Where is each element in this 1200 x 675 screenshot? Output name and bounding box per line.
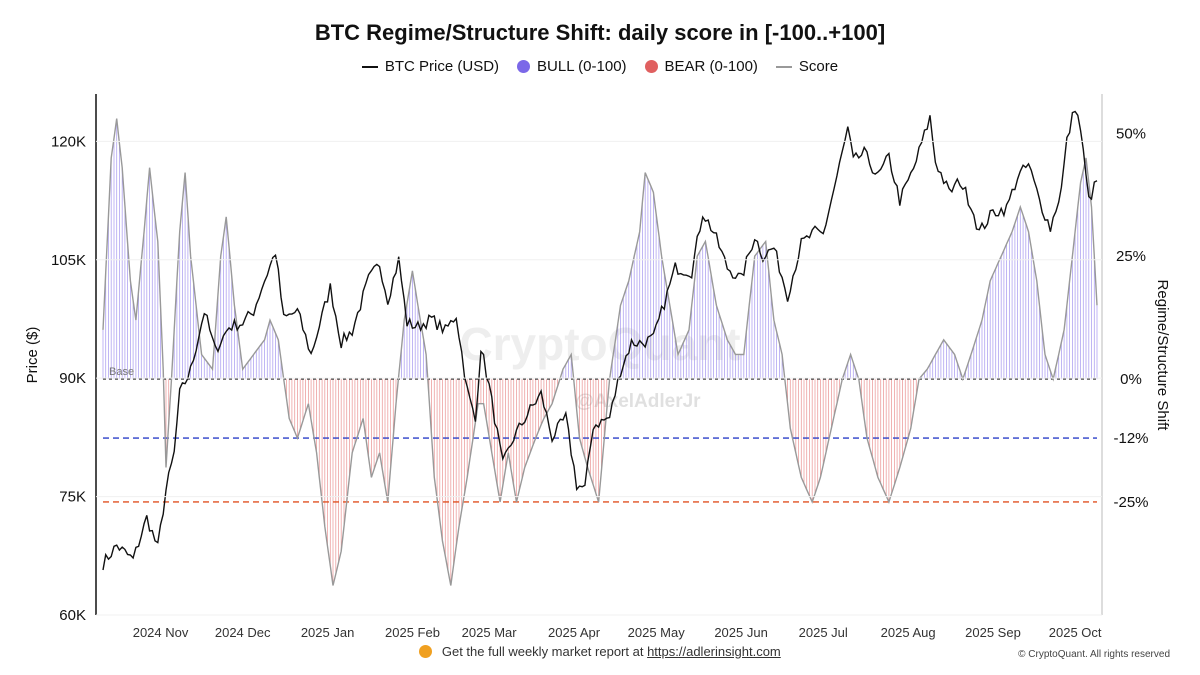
watermark: CryptoQuant @AxelAdlerJr	[459, 318, 740, 412]
x-tick-label: 2025 Aug	[881, 625, 936, 640]
chart-legend: BTC Price (USD) BULL (0-100) BEAR (0-100…	[0, 58, 1200, 75]
x-tick-label: 2025 Mar	[462, 625, 518, 640]
y-axis-left-label: Price ($)	[24, 327, 41, 384]
y-axis-right-label: Regime/Structure Shift	[1154, 280, 1171, 432]
reference-lines: Base	[103, 366, 1097, 503]
x-tick-label: 2025 Jan	[301, 625, 355, 640]
legend-item-score[interactable]: Score	[775, 58, 839, 75]
copyright: © CryptoQuant. All rights reserved	[1018, 649, 1170, 660]
x-tick-label: 2025 Feb	[385, 625, 440, 640]
x-tick-label: 2025 Oct	[1049, 625, 1102, 640]
base-label: Base	[109, 366, 134, 378]
y-right-tick-label: 50%	[1116, 125, 1146, 142]
price-line-swatch	[361, 65, 378, 68]
x-tick-label: 2025 Jul	[799, 625, 848, 640]
y-right-tick-label: -12%	[1113, 430, 1148, 447]
axes: 60K 75K 90K 105K 120K 50% 25% 0% -12% -25% 2024 No…	[51, 94, 1149, 640]
footer-link[interactable]: https://adlerinsight.com	[647, 644, 781, 659]
series-lines	[102, 110, 1098, 586]
x-tick-label: 2025 Jun	[714, 625, 768, 640]
y-left-tick-label: 90K	[59, 370, 86, 387]
legend-label-price: BTC Price (USD)	[384, 58, 500, 75]
x-tick-label: 2025 May	[628, 625, 686, 640]
legend-label-bear: BEAR (0-100)	[664, 58, 758, 75]
watermark-author: @AxelAdlerJr	[575, 391, 701, 412]
y-right-tick-label: -25%	[1113, 494, 1148, 511]
y-left-tick-label: 105K	[51, 252, 86, 269]
footer: Get the full weekly market report at htt…	[0, 644, 1200, 659]
bear-dot-swatch	[644, 60, 658, 73]
legend-item-bull[interactable]: BULL (0-100)	[517, 58, 627, 75]
chart-title: BTC Regime/Structure Shift: daily score …	[314, 20, 886, 45]
y-left-tick-label: 120K	[51, 133, 86, 150]
bull-dot-swatch	[517, 60, 531, 73]
score-line	[102, 118, 1098, 586]
y-right-tick-label: 25%	[1116, 248, 1146, 265]
x-tick-label: 2024 Dec	[215, 625, 271, 640]
y-left-tick-label: 75K	[59, 489, 86, 506]
x-tick-label: 2025 Sep	[965, 625, 1021, 640]
y-left-tick-label: 60K	[59, 607, 86, 624]
legend-item-bear[interactable]: BEAR (0-100)	[644, 58, 758, 75]
footer-text: Get the full weekly market report at	[441, 644, 644, 659]
price-line	[102, 110, 1098, 571]
watermark-brand: CryptoQuant	[459, 318, 740, 370]
legend-label-score: Score	[798, 58, 839, 75]
y-right-tick-label: 0%	[1120, 371, 1142, 388]
coin-icon	[419, 645, 433, 658]
x-tick-label: 2025 Apr	[548, 625, 601, 640]
score-line-swatch	[775, 65, 792, 68]
x-tick-label: 2024 Nov	[133, 625, 189, 640]
legend-item-price[interactable]: BTC Price (USD)	[361, 58, 500, 75]
legend-label-bull: BULL (0-100)	[537, 58, 627, 75]
